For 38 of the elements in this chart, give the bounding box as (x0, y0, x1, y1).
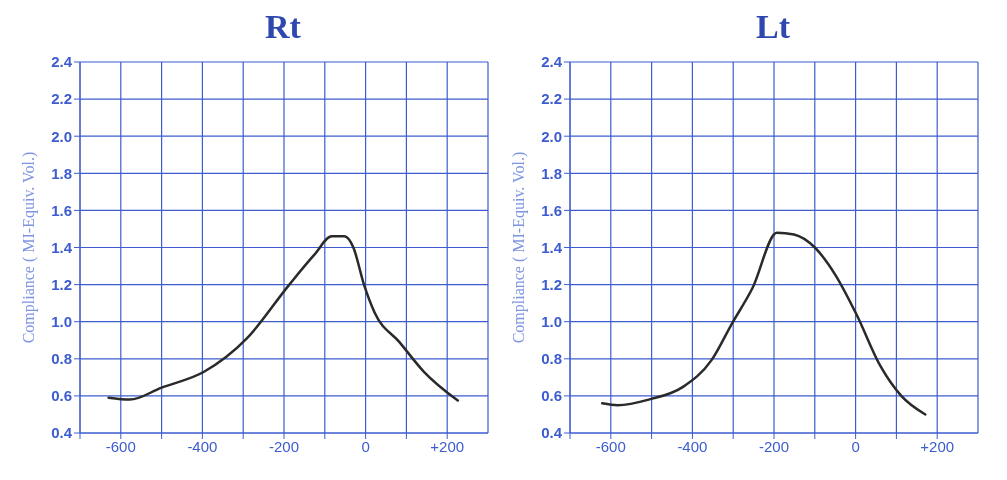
x-tick-label: -600 (105, 437, 136, 455)
y-tick-label: 1.2 (541, 275, 562, 293)
y-tick-label: 2.2 (51, 90, 72, 108)
y-tick-label: 1.2 (51, 275, 72, 293)
y-tick-label: 2.4 (51, 53, 73, 71)
x-tick-label: -600 (595, 437, 626, 455)
y-axis-title: Compliance ( MI-Equiv. Vol.) (509, 151, 528, 344)
y-tick-label: 0.4 (541, 424, 563, 442)
line-series (107, 235, 460, 402)
y-tick-label: 1.4 (541, 238, 563, 256)
y-tick-label: 1.8 (541, 164, 562, 182)
y-tick-label: 1.6 (51, 201, 72, 219)
y-tick-label: 0.8 (541, 350, 562, 368)
y-tick-label: 1.0 (51, 313, 72, 331)
x-tick-label: 0 (361, 437, 370, 455)
chart-title: Rt (264, 8, 302, 47)
x-tick-label: +200 (920, 437, 955, 455)
y-tick-label: 2.0 (541, 127, 562, 145)
x-tick-label: -400 (677, 437, 708, 455)
y-tick-label: 0.4 (51, 424, 73, 442)
y-tick-label: 2.0 (51, 127, 72, 145)
y-tick-label: 1.4 (51, 238, 73, 256)
y-tick-label: 2.4 (541, 53, 563, 71)
y-tick-label: 0.8 (51, 350, 72, 368)
line-series (600, 231, 927, 416)
x-tick-label: -200 (758, 437, 790, 455)
chart-title: Lt (755, 8, 791, 47)
y-tick-label: 2.2 (541, 90, 562, 108)
y-axis-title: Compliance ( MI-Equiv. Vol.) (19, 151, 38, 344)
y-tick-label: 0.6 (541, 387, 562, 405)
y-tick-label: 0.6 (51, 387, 72, 405)
y-tick-label: 1.0 (541, 313, 562, 331)
x-tick-label: +200 (430, 437, 465, 455)
y-tick-label: 1.6 (541, 201, 562, 219)
x-tick-label: 0 (851, 437, 860, 455)
x-tick-label: -200 (268, 437, 300, 455)
y-tick-label: 1.8 (51, 164, 72, 182)
x-tick-label: -400 (187, 437, 218, 455)
